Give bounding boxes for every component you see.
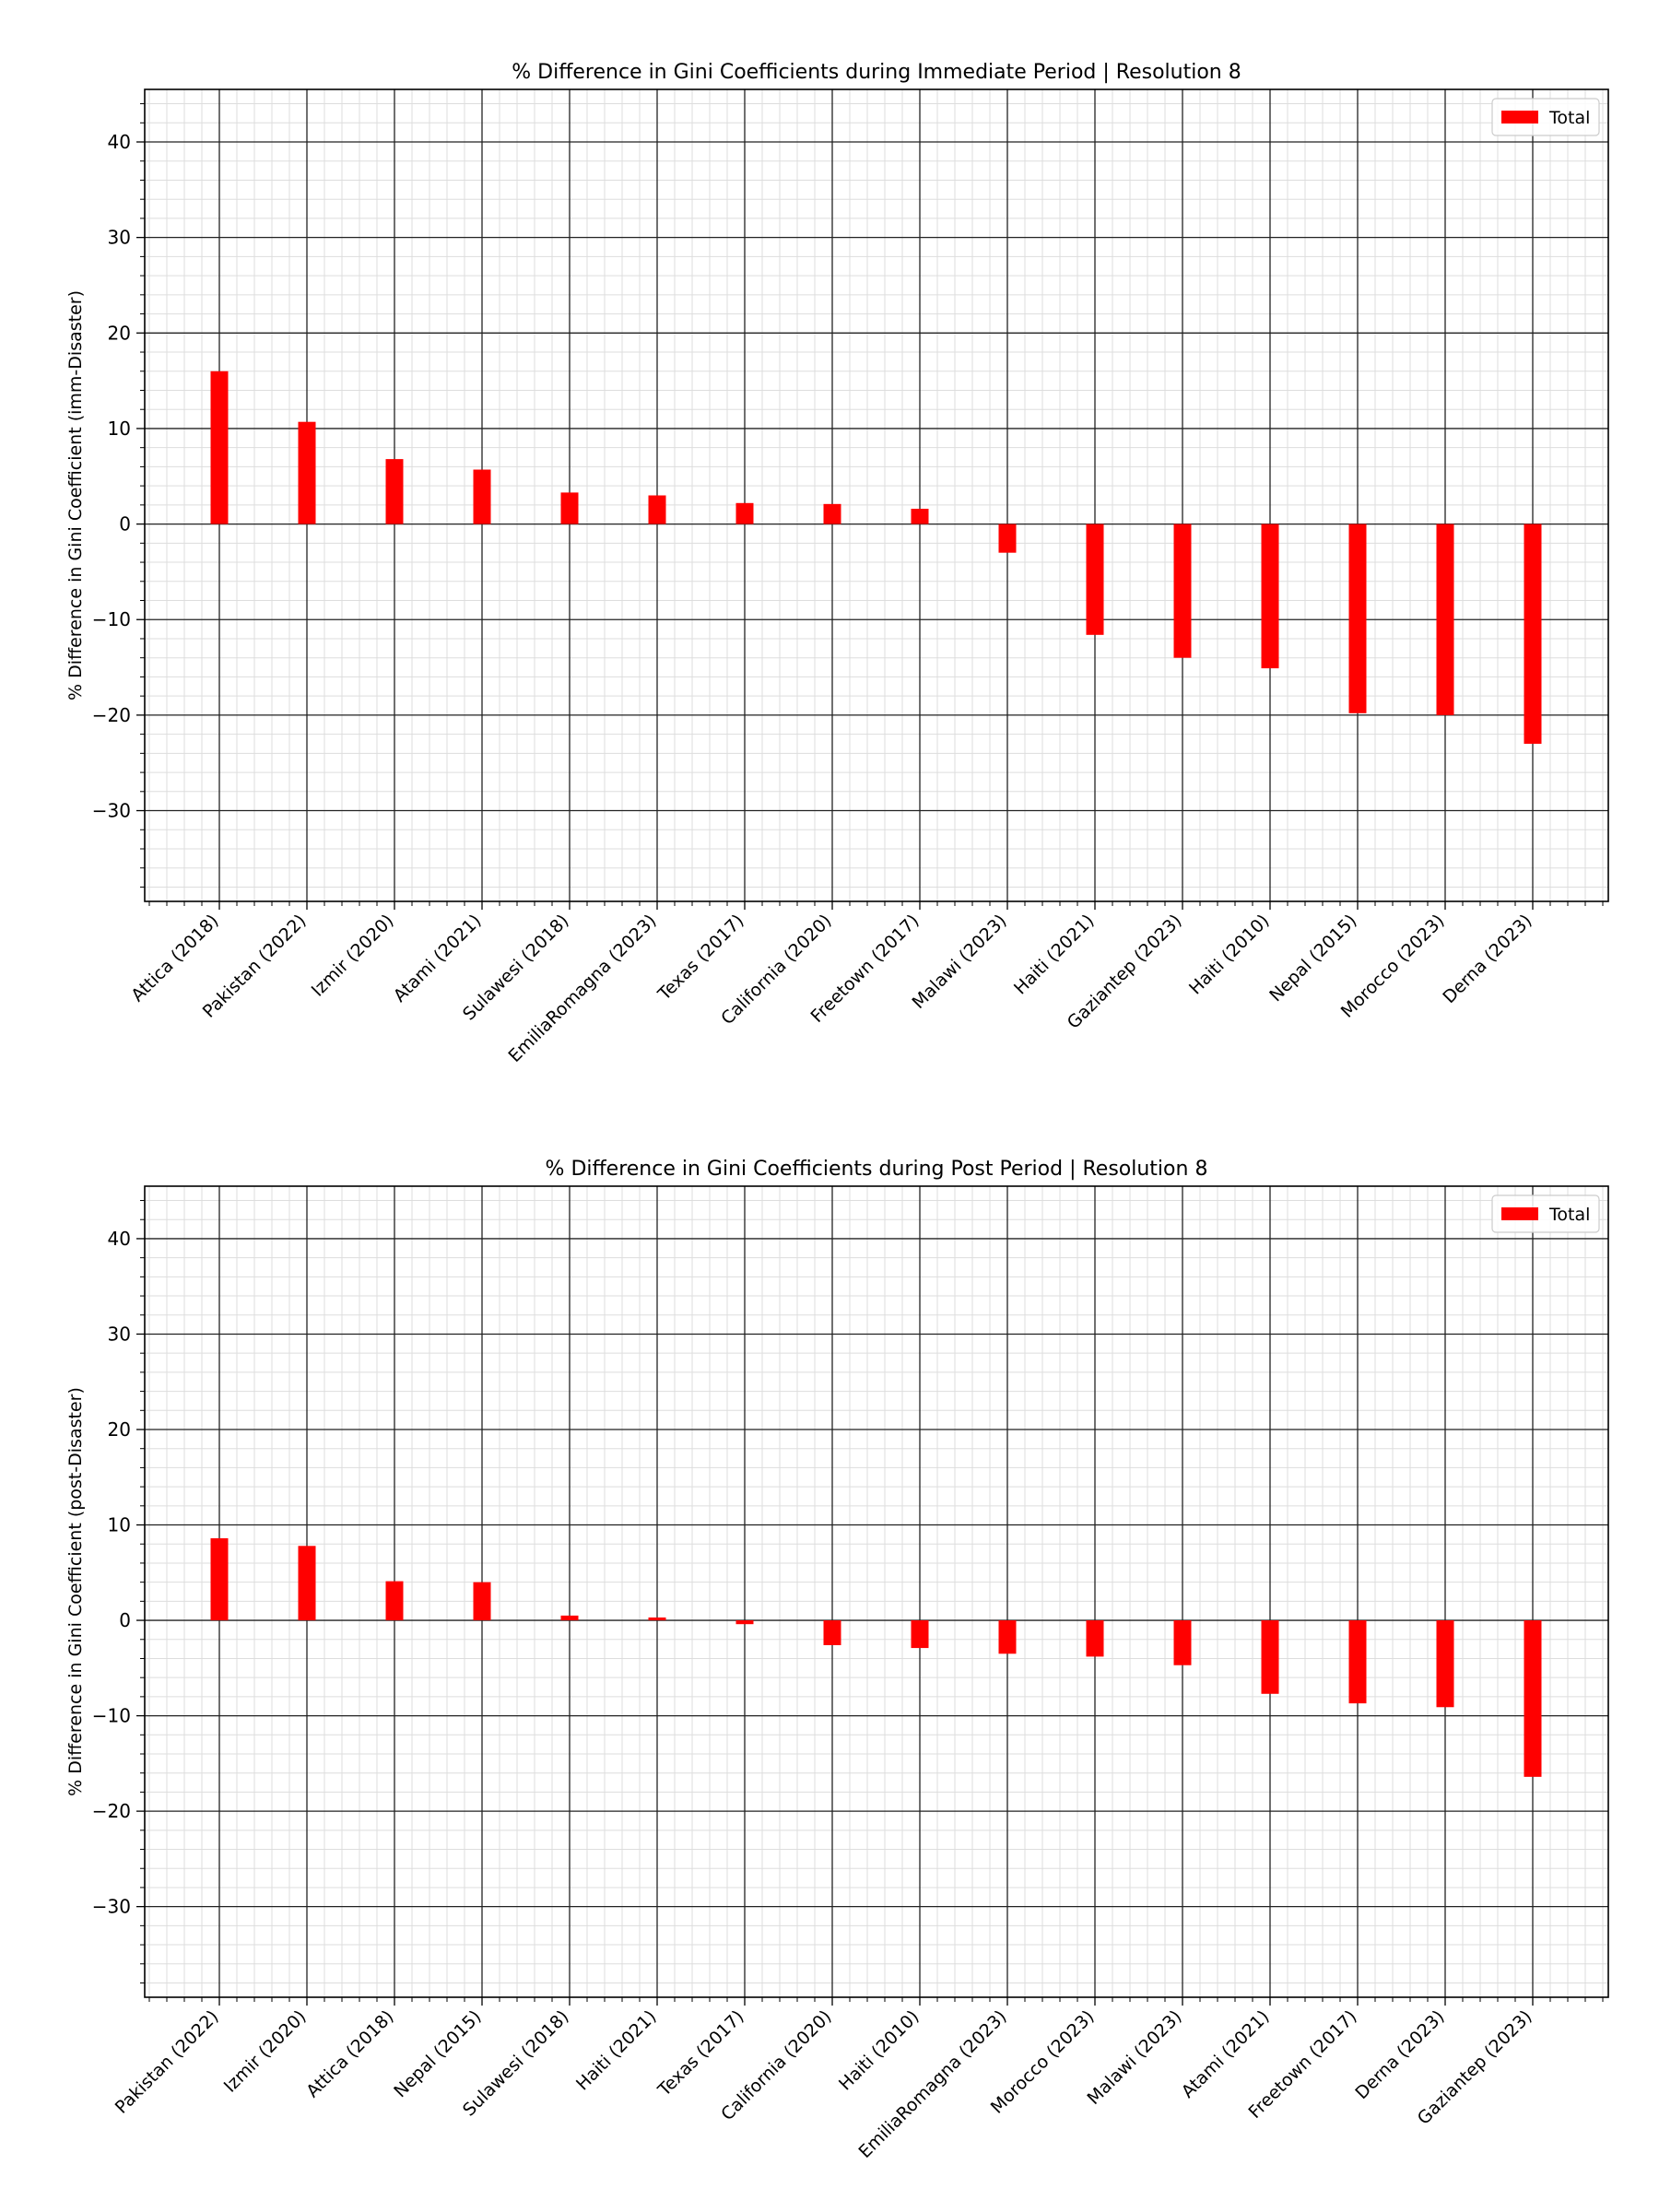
bar [1524, 524, 1542, 744]
bar [473, 1582, 491, 1621]
legend-swatch [1501, 1207, 1538, 1220]
bar [648, 1617, 666, 1621]
bar [473, 469, 491, 524]
y-tick-labels: −30 −20 −10 0 10 20 30 40 [92, 131, 131, 822]
ticks [136, 1200, 1604, 2006]
bar [560, 492, 579, 524]
legend-entry: Total [1548, 1205, 1590, 1225]
bar [998, 1620, 1017, 1654]
y-tick-label: 0 [119, 1609, 131, 1631]
bar [648, 495, 666, 524]
bar [823, 1620, 841, 1645]
y-tick-label: −10 [92, 608, 131, 630]
bar [298, 1546, 316, 1621]
plot-frame [144, 1185, 1609, 1998]
bar [1086, 1620, 1104, 1657]
bar [385, 1581, 404, 1621]
y-tick-label: −20 [92, 704, 131, 726]
legend: Total [1491, 98, 1600, 136]
bars [210, 1538, 1542, 1777]
bar [210, 371, 229, 524]
y-tick-label: 30 [108, 1323, 131, 1345]
y-tick-label: −10 [92, 1705, 131, 1727]
ticks [136, 103, 1604, 910]
bar [385, 459, 404, 524]
y-tick-label: −30 [92, 800, 131, 822]
bar [1348, 524, 1367, 713]
bars [210, 371, 1542, 744]
bar [1173, 524, 1192, 658]
bar [1348, 1620, 1367, 1704]
bar [1436, 1620, 1454, 1708]
bar [998, 524, 1017, 553]
chart-title: % Difference in Gini Coefficients during… [512, 61, 1241, 84]
bar [1173, 1620, 1192, 1665]
legend-box [1491, 98, 1600, 136]
y-tick-label: 0 [119, 513, 131, 535]
bar [735, 1620, 754, 1625]
bar [911, 1620, 929, 1649]
bar [1436, 524, 1454, 715]
y-tick-label: 20 [108, 1418, 131, 1441]
bar [298, 421, 316, 524]
bar [911, 509, 929, 524]
bar [1261, 1620, 1279, 1694]
y-tick-label: 30 [108, 227, 131, 249]
y-tick-label: −20 [92, 1800, 131, 1822]
y-tick-labels: −30 −20 −10 0 10 20 30 40 [92, 1228, 131, 1918]
chart-title: % Difference in Gini Coefficients during… [546, 1158, 1208, 1181]
legend-entry: Total [1548, 108, 1590, 128]
y-tick-label: 20 [108, 322, 131, 344]
y-axis-label: % Difference in Gini Coefficient (post-D… [65, 1387, 86, 1796]
plot-frame [144, 88, 1609, 902]
legend-box [1491, 1194, 1600, 1233]
bar [560, 1615, 579, 1621]
y-axis-label: % Difference in Gini Coefficient (imm-Di… [65, 290, 86, 700]
bar [823, 503, 841, 524]
bar [1261, 524, 1279, 669]
y-tick-label: 40 [108, 131, 131, 153]
bar [1086, 524, 1104, 635]
bar [210, 1538, 229, 1621]
legend: Total [1491, 1194, 1600, 1233]
bar [735, 502, 754, 524]
legend-swatch [1501, 111, 1538, 124]
bar [1524, 1620, 1542, 1777]
y-tick-label: 10 [108, 418, 131, 440]
y-tick-label: −30 [92, 1896, 131, 1918]
y-tick-label: 40 [108, 1228, 131, 1250]
y-tick-label: 10 [108, 1514, 131, 1536]
